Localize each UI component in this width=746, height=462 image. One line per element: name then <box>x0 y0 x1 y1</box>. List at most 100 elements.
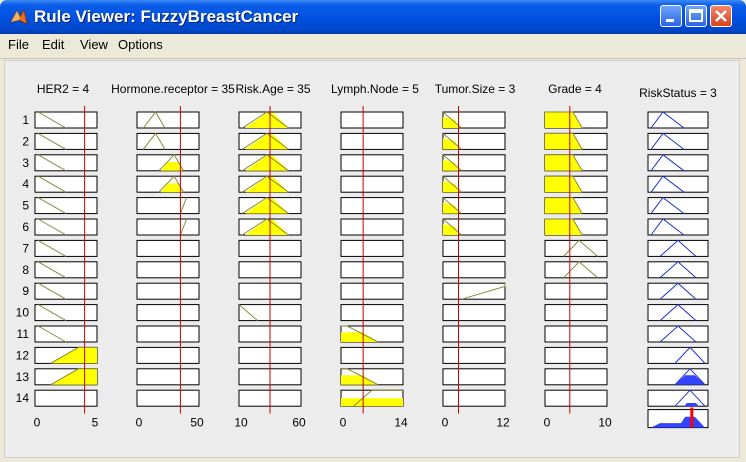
row-number: 10 <box>16 306 30 320</box>
menu-file[interactable]: File <box>8 37 29 52</box>
activation-fill <box>50 347 97 364</box>
membership-box <box>34 239 98 257</box>
row-number: 6 <box>22 220 29 234</box>
activation-fill <box>160 183 183 193</box>
membership-curve <box>37 282 67 300</box>
membership-curve <box>37 239 67 257</box>
activation-fill <box>245 112 289 128</box>
membership-box <box>136 218 200 236</box>
membership-curve <box>353 389 403 407</box>
membership-curve <box>545 175 583 193</box>
membership-curve <box>142 132 166 150</box>
output-membership-curve <box>674 368 706 386</box>
membership-box <box>34 111 98 129</box>
membership-box <box>340 261 404 279</box>
membership-curve <box>37 175 67 193</box>
membership-box <box>340 218 404 236</box>
membership-box <box>34 282 98 300</box>
row-number: 14 <box>16 391 30 405</box>
membership-box <box>442 389 506 407</box>
membership-box <box>34 325 98 343</box>
row-number: 12 <box>16 348 30 362</box>
membership-curve <box>37 261 67 279</box>
membership-curve <box>241 196 289 215</box>
minimize-button[interactable] <box>660 5 682 27</box>
membership-box <box>544 239 608 257</box>
membership-box <box>340 111 404 129</box>
membership-box <box>136 346 200 364</box>
membership-curve <box>545 218 583 236</box>
activation-fill <box>443 223 459 235</box>
tick-label-max: 50 <box>190 416 204 430</box>
column-header: Lymph.Node = 5 <box>331 82 419 96</box>
membership-box <box>340 239 404 257</box>
membership-box <box>340 304 404 322</box>
close-button[interactable] <box>710 5 732 27</box>
output-activation-fill <box>684 403 699 407</box>
activation-fill <box>545 133 583 150</box>
matlab-app-icon <box>10 8 28 25</box>
output-membership-curve <box>659 325 697 343</box>
title-bar[interactable]: Rule Viewer: FuzzyBreastCancer <box>0 0 746 34</box>
output-box <box>647 132 709 150</box>
membership-curve <box>37 111 67 129</box>
row-number: 11 <box>17 327 30 341</box>
membership-box <box>34 389 98 407</box>
membership-curve <box>545 154 583 172</box>
activation-fill <box>443 181 459 193</box>
membership-box <box>34 132 98 150</box>
activation-fill <box>443 202 459 214</box>
membership-curve <box>545 111 583 129</box>
membership-curve <box>37 325 67 343</box>
activation-fill <box>545 219 583 235</box>
membership-box <box>34 261 98 279</box>
activation-fill <box>341 375 379 385</box>
membership-box <box>34 197 98 215</box>
menu-edit[interactable]: Edit <box>42 37 65 52</box>
output-membership-curve <box>674 346 706 364</box>
activation-fill <box>245 134 289 150</box>
membership-box <box>340 282 404 300</box>
rule-plot-area: HER2 = 4 Hormone.receptor = 35 Risk.Age = … <box>16 82 718 430</box>
column-header: Risk.Age = 35 <box>235 82 310 96</box>
membership-box <box>136 239 200 257</box>
menu-options[interactable]: Options <box>118 37 163 52</box>
window-title: Rule Viewer: FuzzyBreastCancer <box>34 7 299 26</box>
output-membership-curve <box>659 261 697 279</box>
activation-fill <box>50 368 97 385</box>
membership-curve <box>341 368 379 386</box>
output-membership-curve <box>659 239 697 257</box>
row-number: 1 <box>22 113 29 127</box>
output-box <box>647 175 709 193</box>
membership-curve <box>238 304 258 321</box>
row-number: 8 <box>22 263 29 277</box>
membership-box <box>442 239 506 257</box>
rule-figure: HER2 = 4 Hormone.receptor = 35 Risk.Age = … <box>4 60 740 458</box>
tick-label-min: 0 <box>442 416 449 430</box>
output-membership-curve <box>650 175 685 193</box>
output-membership-curve <box>650 218 685 236</box>
activation-fill <box>245 198 289 214</box>
maximize-button[interactable] <box>685 5 707 27</box>
membership-box <box>544 346 608 364</box>
membership-box <box>136 261 200 279</box>
membership-curve <box>563 261 599 279</box>
membership-box <box>136 111 200 129</box>
output-membership-curve <box>650 196 685 214</box>
row-number: 7 <box>22 241 29 255</box>
tick-label-min: 0 <box>136 416 143 430</box>
membership-box <box>340 132 404 150</box>
activation-fill <box>245 155 289 171</box>
output-activation-fill <box>675 375 705 385</box>
membership-box <box>544 304 608 322</box>
menu-view[interactable]: View <box>80 37 108 52</box>
output-membership-curve <box>650 132 685 150</box>
column-header: Tumor.Size = 3 <box>435 82 516 96</box>
membership-box <box>340 346 404 364</box>
tick-label-max: 14 <box>394 416 408 430</box>
activation-fill <box>443 116 459 128</box>
membership-curve <box>179 197 188 214</box>
row-number: 4 <box>22 177 29 191</box>
membership-box <box>544 261 608 279</box>
membership-box <box>136 304 200 322</box>
